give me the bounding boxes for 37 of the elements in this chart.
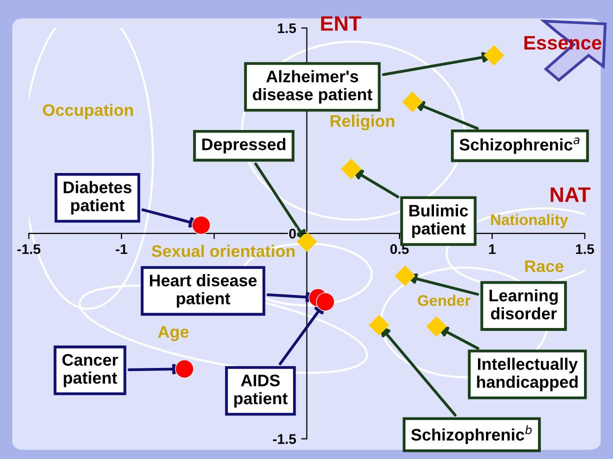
annotation: Religion [330,114,394,130]
y-tick-label: 0 [289,228,296,239]
annotation: Bulimic patient [409,204,468,238]
y-axis-title: ENT [321,16,362,31]
annotation: Intellectually handicapped [477,358,578,392]
annotation: Alzheimer's disease patient [252,70,372,104]
point [368,314,390,336]
point [175,360,194,378]
annotation: Schizophrenic$^{a}$ [460,138,580,154]
x-tick-label: 1 [489,244,496,254]
y-tick-label: -1.5 [273,434,296,444]
point [340,158,362,180]
point [484,45,504,66]
point [192,216,211,235]
annotation: Gender [418,294,470,306]
point [394,266,416,286]
annotation: Learning disorder [490,289,558,320]
point [402,92,423,112]
annotation: Depressed [202,138,286,154]
point [316,292,335,312]
annotation: AIDS patient [234,374,288,408]
annotation: Sexual orientation [152,244,295,258]
x-tick-label: 1.5 [576,244,594,254]
annotation: Heart disease patient [150,274,257,308]
annotation: Race [525,260,564,272]
annotation: Nationality [491,214,568,228]
x-axis-title: NAT [550,187,590,202]
annotation: Schizophrenic$^{b}$ [411,425,532,444]
annotation: Cancer patient [62,354,118,388]
annotation: Diabetes patient [64,181,132,215]
annotation: Age [158,326,189,342]
point [426,316,447,337]
annotation: Occupation [42,104,133,120]
x-tick-label: -1.5 [17,244,40,254]
point [296,231,318,252]
x-tick-label: -1 [116,244,128,254]
y-tick-label: 1.5 [278,23,296,34]
